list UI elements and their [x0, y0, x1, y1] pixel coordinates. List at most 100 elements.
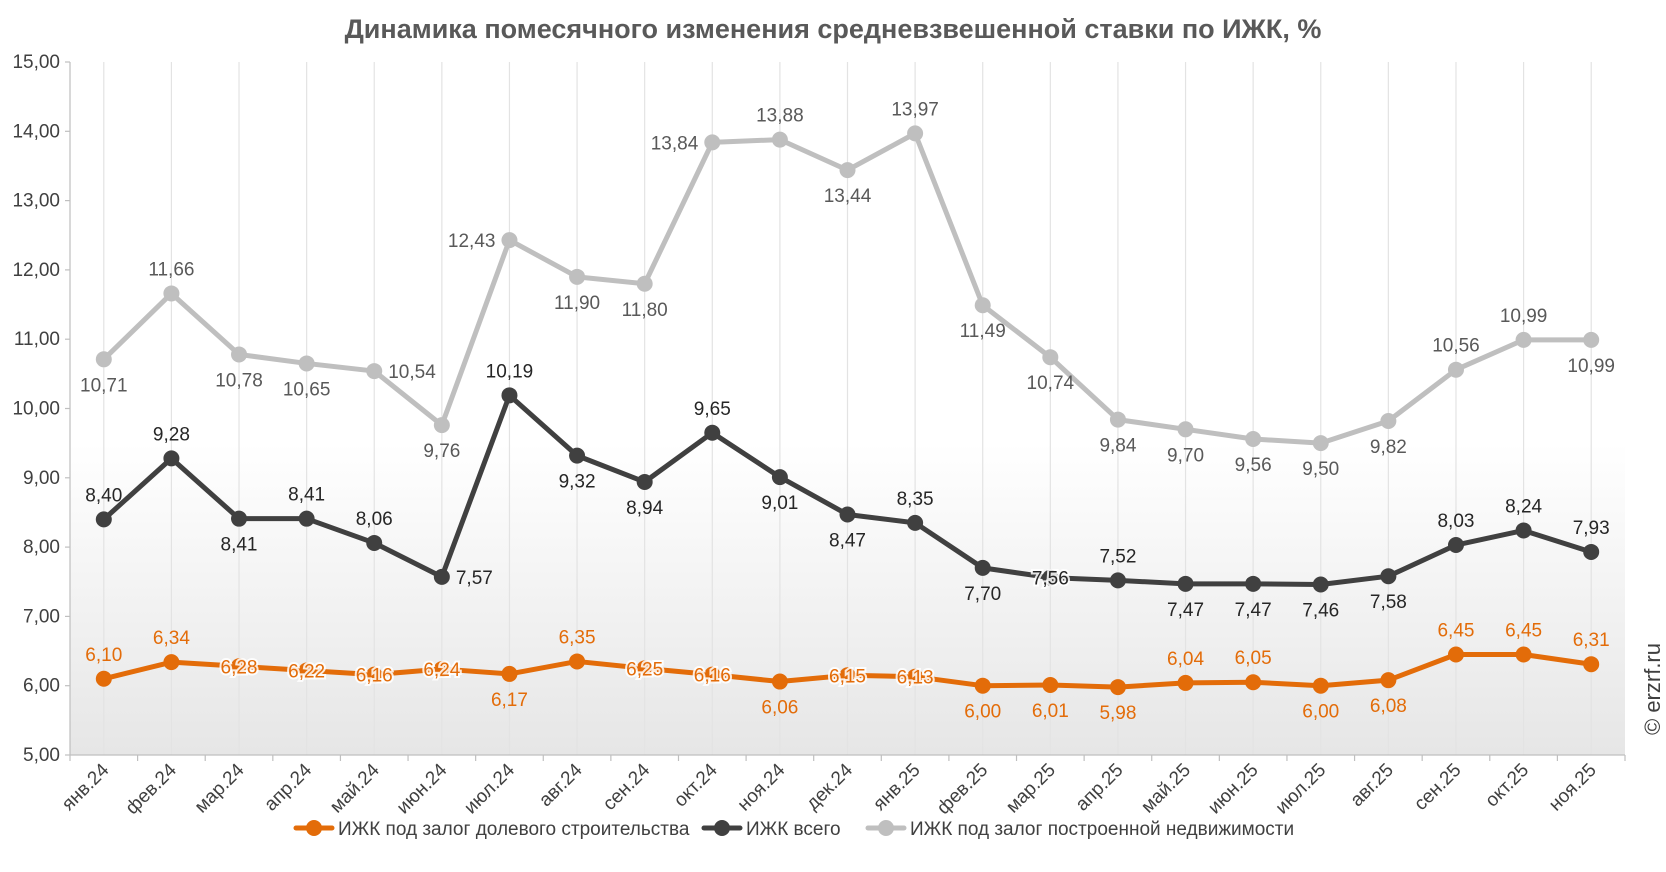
data-labels: 6,10 6,34 6,28 6,22 6,16 6,24 6,17 6,35 6,25 6,16… [80, 99, 1615, 724]
watermark: © erzrf.ru [1640, 643, 1665, 735]
data-label: 11,49 [960, 321, 1006, 342]
y-tick-label: 15,00 [12, 52, 60, 73]
data-point [163, 285, 180, 302]
data-label: 8,06 [356, 509, 393, 530]
data-point [163, 654, 180, 671]
data-label: 8,47 [829, 531, 866, 552]
y-tick-label: 14,00 [12, 121, 60, 142]
x-tick-label: авг.25 [1347, 760, 1398, 811]
legend-label: ИЖК под залог долевого строительства [338, 819, 690, 840]
data-point [839, 506, 856, 523]
data-label: 8,35 [897, 489, 934, 510]
data-point [974, 559, 991, 576]
x-tick-label: апр.25 [1072, 760, 1128, 816]
data-label: 10,99 [1567, 356, 1615, 377]
data-point [569, 268, 586, 285]
data-label: 13,44 [824, 186, 872, 207]
grid-lines [103, 62, 1592, 755]
data-point [1312, 677, 1329, 694]
data-point [95, 351, 112, 368]
data-label: 6,34 [153, 628, 190, 649]
data-label: 10,54 [388, 362, 436, 383]
data-label: 9,65 [694, 399, 731, 420]
x-tick-label: мар.25 [1002, 760, 1060, 818]
data-label: 6,00 [964, 702, 1001, 723]
data-label: 10,78 [215, 370, 263, 391]
y-tick-label: 8,00 [23, 537, 60, 558]
x-tick-label: май.25 [1137, 760, 1195, 818]
data-label: 11,66 [148, 259, 194, 280]
y-tick-label: 12,00 [12, 260, 60, 281]
data-label: 8,41 [221, 535, 258, 556]
data-point [907, 125, 924, 142]
data-label: 8,24 [1505, 496, 1542, 517]
x-tick-label: янв.25 [869, 760, 924, 815]
data-label: 9,76 [423, 441, 460, 462]
data-label: 6,15 [829, 666, 866, 687]
x-tick-label: май.24 [326, 759, 384, 817]
data-point [1042, 677, 1059, 694]
data-point [974, 677, 991, 694]
data-point [1042, 569, 1059, 586]
data-label: 8,03 [1437, 511, 1474, 532]
x-tick-label: фев.24 [122, 759, 181, 818]
data-label: 12,43 [448, 231, 496, 252]
data-label: 13,97 [891, 99, 939, 120]
data-point [636, 275, 653, 292]
data-point [636, 660, 653, 677]
data-point [704, 424, 721, 441]
data-label: 7,56 [1032, 569, 1069, 590]
data-point [771, 469, 788, 486]
y-axis: 5,00 6,00 7,00 8,00 9,00 10,00 11,00 12,00 13,00… [12, 52, 71, 766]
data-point [1312, 435, 1329, 452]
data-label: 6,45 [1505, 621, 1542, 642]
x-tick-label: авг.24 [535, 759, 587, 811]
series-grey [95, 125, 1600, 452]
data-point [704, 134, 721, 151]
x-tick-label: фев.25 [933, 760, 992, 819]
data-point [704, 666, 721, 683]
legend-item[interactable]: ИЖК под залог долевого строительства [293, 819, 690, 840]
data-point [1380, 568, 1397, 585]
data-point [1109, 572, 1126, 589]
data-label: 9,01 [761, 493, 798, 514]
x-tick-label: ноя.24 [734, 759, 790, 815]
legend-label: ИЖК под залог построенной недвижимости [910, 819, 1294, 840]
x-tick-label: окт.24 [670, 759, 722, 811]
x-tick-label: апр.24 [260, 759, 316, 815]
data-label: 6,01 [1032, 701, 1069, 722]
data-point [1380, 672, 1397, 689]
legend-swatch-marker [878, 820, 894, 836]
legend-swatch-marker [306, 820, 322, 836]
data-label: 9,70 [1167, 445, 1204, 466]
data-point [298, 355, 315, 372]
data-point [298, 510, 315, 527]
data-label: 6,04 [1167, 649, 1204, 670]
legend-item[interactable]: ИЖК под залог построенной недвижимости [865, 819, 1294, 840]
data-point [1245, 575, 1262, 592]
data-point [1245, 430, 1262, 447]
data-label: 11,80 [622, 300, 668, 321]
data-label: 8,94 [626, 498, 663, 519]
data-label: 7,70 [964, 584, 1001, 605]
legend[interactable]: ИЖК под залог долевого строительства ИЖК … [293, 819, 1294, 840]
data-label: 6,24 [423, 660, 460, 681]
data-label: 7,93 [1573, 518, 1610, 539]
data-point [1583, 331, 1600, 348]
data-point [231, 346, 248, 363]
data-point [1447, 361, 1464, 378]
data-point [95, 511, 112, 528]
x-tick-label: сен.24 [599, 759, 654, 814]
data-label: 10,56 [1432, 336, 1480, 357]
data-label: 10,19 [486, 361, 534, 382]
data-point [298, 662, 315, 679]
legend-item[interactable]: ИЖК всего [701, 819, 841, 840]
data-label: 9,32 [559, 472, 596, 493]
x-tick-label: июл.25 [1272, 760, 1331, 819]
data-label: 9,84 [1099, 436, 1136, 457]
data-point [1042, 349, 1059, 366]
data-label: 10,65 [283, 379, 331, 400]
y-tick-label: 9,00 [23, 468, 60, 489]
